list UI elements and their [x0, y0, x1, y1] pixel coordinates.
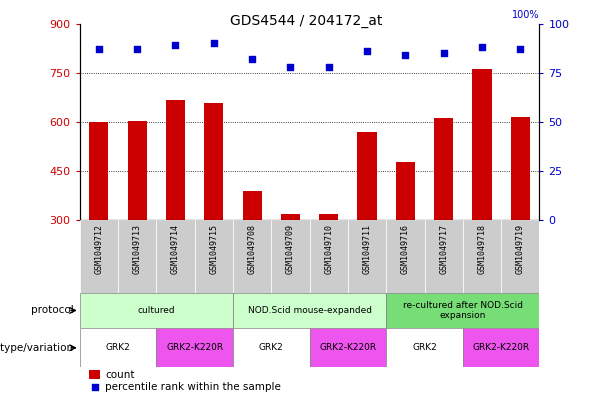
Bar: [310, 328, 386, 367]
Bar: [473, 70, 492, 220]
Text: GSM1049709: GSM1049709: [286, 224, 295, 274]
Bar: [386, 328, 463, 367]
Bar: [233, 328, 310, 367]
Text: GSM1049718: GSM1049718: [478, 224, 487, 274]
Bar: [80, 328, 156, 367]
Text: GSM1049717: GSM1049717: [439, 224, 448, 274]
Bar: [156, 220, 195, 293]
Bar: [463, 220, 501, 293]
Bar: [310, 220, 348, 293]
Text: GRK2: GRK2: [259, 343, 284, 352]
Bar: [128, 121, 147, 220]
Text: GSM1049708: GSM1049708: [248, 224, 257, 274]
Bar: [424, 220, 463, 293]
Bar: [463, 328, 539, 367]
Point: [209, 40, 219, 46]
Bar: [204, 103, 223, 220]
Text: GRK2: GRK2: [105, 343, 131, 352]
Bar: [386, 220, 424, 293]
Bar: [89, 370, 101, 379]
Text: genotype/variation: genotype/variation: [0, 343, 74, 353]
Bar: [166, 99, 185, 220]
Point: [247, 56, 257, 62]
Bar: [156, 328, 233, 367]
Text: protocol: protocol: [31, 305, 74, 316]
Bar: [396, 162, 415, 220]
Text: GRK2-K220R: GRK2-K220R: [166, 343, 223, 352]
Point: [90, 384, 100, 390]
Bar: [281, 213, 300, 220]
Point: [516, 46, 525, 52]
Bar: [195, 220, 233, 293]
Bar: [243, 191, 262, 220]
Bar: [233, 293, 386, 328]
Bar: [348, 220, 386, 293]
Bar: [118, 220, 156, 293]
Bar: [357, 132, 376, 220]
Text: cultured: cultured: [137, 306, 175, 315]
Text: GSM1049712: GSM1049712: [94, 224, 104, 274]
Point: [439, 50, 449, 56]
Bar: [271, 220, 310, 293]
Bar: [501, 220, 539, 293]
Text: GSM1049713: GSM1049713: [132, 224, 142, 274]
Point: [170, 42, 180, 48]
Point: [400, 52, 410, 58]
Point: [286, 64, 295, 70]
Text: GSM1049719: GSM1049719: [516, 224, 525, 274]
Bar: [319, 214, 338, 220]
Text: GSM1049714: GSM1049714: [171, 224, 180, 274]
Text: GRK2-K220R: GRK2-K220R: [319, 343, 376, 352]
Point: [324, 64, 333, 70]
Text: 100%: 100%: [512, 10, 539, 20]
Text: re-cultured after NOD.Scid
expansion: re-cultured after NOD.Scid expansion: [403, 301, 523, 320]
Text: GRK2-K220R: GRK2-K220R: [473, 343, 530, 352]
Bar: [386, 293, 539, 328]
Point: [477, 44, 487, 50]
Bar: [80, 293, 233, 328]
Point: [132, 46, 142, 52]
Text: count: count: [105, 369, 134, 380]
Bar: [511, 117, 530, 220]
Text: GSM1049716: GSM1049716: [401, 224, 410, 274]
Bar: [80, 220, 118, 293]
Point: [362, 48, 372, 54]
Bar: [434, 118, 453, 220]
Text: GSM1049715: GSM1049715: [209, 224, 218, 274]
Text: GSM1049711: GSM1049711: [362, 224, 371, 274]
Bar: [233, 220, 271, 293]
Bar: [89, 122, 109, 220]
Point: [94, 46, 104, 52]
Text: GSM1049710: GSM1049710: [324, 224, 333, 274]
Text: percentile rank within the sample: percentile rank within the sample: [105, 382, 281, 391]
Text: GDS4544 / 204172_at: GDS4544 / 204172_at: [230, 14, 383, 28]
Text: GRK2: GRK2: [412, 343, 437, 352]
Text: NOD.Scid mouse-expanded: NOD.Scid mouse-expanded: [248, 306, 371, 315]
